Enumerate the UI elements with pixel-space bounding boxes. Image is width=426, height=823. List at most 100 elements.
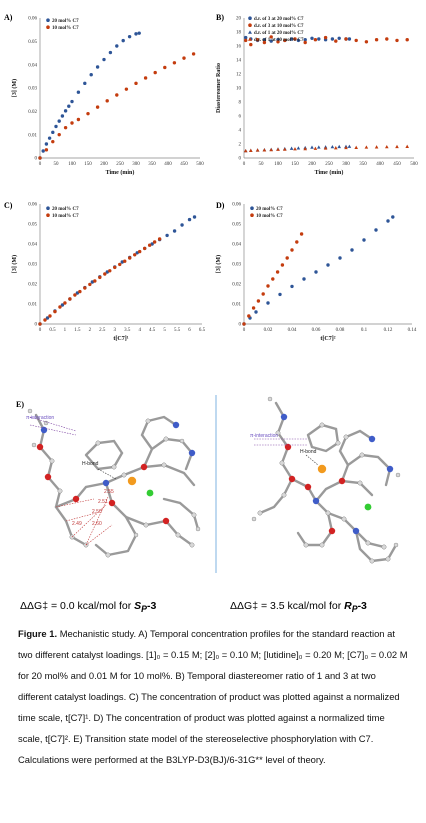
- x-tick-label: 100: [274, 162, 282, 167]
- data-point: [269, 147, 273, 152]
- data-point: [255, 38, 260, 42]
- x-axis-label: Time (min): [315, 169, 344, 176]
- x-tick-label: 0.04: [288, 328, 297, 333]
- data-point: [350, 248, 354, 252]
- data-point: [255, 148, 260, 152]
- data-point: [254, 310, 258, 314]
- y-tick-label: 0.05: [232, 223, 241, 228]
- y-tick-label: 8: [239, 101, 242, 106]
- data-point: [137, 31, 141, 35]
- data-point: [60, 303, 65, 307]
- data-point: [310, 36, 314, 40]
- data-point: [317, 145, 321, 149]
- panel-label-b: B): [216, 13, 224, 22]
- data-point: [289, 37, 294, 41]
- y-axis-label: Diastereomer Ratio: [216, 63, 222, 113]
- data-point: [75, 291, 80, 295]
- y-tick-label: 0.04: [28, 243, 37, 248]
- data-point: [115, 93, 119, 97]
- y-tick-label: 12: [236, 73, 242, 78]
- data-point: [276, 40, 280, 44]
- x-tick-label: 300: [132, 162, 140, 167]
- data-point: [280, 263, 285, 267]
- legend-marker: [248, 23, 252, 27]
- y-tick-label: 0.05: [28, 40, 37, 45]
- data-point: [374, 38, 379, 42]
- data-point: [364, 145, 369, 149]
- x-tick-label: 0.06: [312, 328, 321, 333]
- data-point: [51, 130, 55, 135]
- data-point: [53, 309, 57, 314]
- chart-panel-b: B) 0 50 100 150 200 250 300 350 400 450 500 0 2 4 6 8 10 1…: [216, 12, 421, 192]
- x-tick-label: 450: [180, 162, 188, 167]
- x-tick-label: 400: [376, 162, 384, 167]
- left-distance-3: 2.50: [92, 509, 102, 515]
- energy-right-compound: R: [344, 600, 352, 612]
- data-point: [93, 279, 97, 283]
- data-point: [127, 34, 132, 39]
- y-tick-label: 0.06: [232, 203, 241, 208]
- data-point: [105, 99, 109, 103]
- y-tick-label: 14: [236, 59, 242, 64]
- y-tick-label: 0.04: [232, 243, 241, 248]
- y-tick-label: 0.01: [28, 303, 37, 308]
- x-axis-label: Time (min): [106, 169, 135, 176]
- legend-label: d.r. of 3 at 20 mol% C7: [254, 17, 304, 22]
- x-tick-label: 150: [291, 162, 299, 167]
- data-point: [386, 219, 390, 223]
- data-point: [142, 246, 147, 251]
- y-tick-label: 2: [239, 143, 242, 148]
- chart-a-svg: A) 0 50 100 150 200 250 300 350 400 450 500 0 0.01 0.0…: [4, 13, 204, 176]
- data-point: [313, 146, 318, 150]
- x-tick-label: 450: [393, 162, 401, 167]
- data-point: [172, 229, 177, 233]
- data-point: [45, 316, 50, 320]
- y-tick-label: 16: [236, 45, 242, 50]
- data-point: [143, 76, 148, 80]
- data-point: [266, 301, 270, 305]
- data-point: [86, 111, 90, 116]
- y-tick-label: 0.01: [232, 303, 241, 308]
- data-point: [296, 146, 301, 150]
- x-tick-label: 0: [39, 162, 42, 167]
- data-point: [295, 240, 299, 244]
- left-distance-4: 2.49: [72, 521, 82, 527]
- data-point: [182, 56, 186, 60]
- x-tick-label: 0.12: [384, 328, 393, 333]
- data-point: [285, 256, 289, 260]
- y-tick-label: 0.03: [28, 263, 37, 268]
- data-point: [51, 139, 55, 144]
- legend-label: 10 mol% C7: [256, 214, 283, 219]
- chart-panel-c: C) 0 0.5 1 1.5 2 2.5 3 3.5 4 4.5 5 5.5 6 6.5 0 0.01 0.02 0…: [4, 200, 209, 360]
- data-point: [374, 228, 378, 232]
- data-point: [337, 36, 341, 40]
- y-tick-label: 0: [35, 323, 38, 328]
- left-pi-interaction-label: π-interaction: [26, 415, 54, 421]
- data-point: [102, 57, 106, 62]
- energy-right-sub: P: [351, 604, 358, 615]
- y-tick-label: 0: [239, 157, 242, 162]
- data-point: [262, 148, 267, 152]
- data-point: [364, 40, 369, 44]
- x-tick-label: 250: [116, 162, 124, 167]
- data-point: [244, 38, 248, 43]
- legend-label: 10 mol% C7: [52, 26, 79, 31]
- energy-left-suffix: -3: [146, 600, 157, 612]
- data-point: [293, 37, 297, 41]
- data-point: [290, 248, 294, 252]
- data-point: [385, 144, 389, 149]
- data-point: [70, 99, 74, 104]
- data-point: [275, 270, 280, 274]
- data-point: [191, 52, 196, 56]
- data-point: [95, 105, 100, 109]
- data-point: [108, 269, 112, 273]
- y-axis-label: [3] (M): [11, 79, 18, 97]
- x-tick-label: 350: [359, 162, 367, 167]
- panel-label-d: D): [216, 201, 225, 210]
- data-point: [334, 39, 338, 43]
- left-distance-2: 2.51: [98, 499, 108, 505]
- right-hbond-label: H-bond: [300, 449, 317, 455]
- x-tick-label: 1: [64, 328, 67, 333]
- data-point: [317, 37, 321, 41]
- energy-left-compound: S: [134, 600, 142, 612]
